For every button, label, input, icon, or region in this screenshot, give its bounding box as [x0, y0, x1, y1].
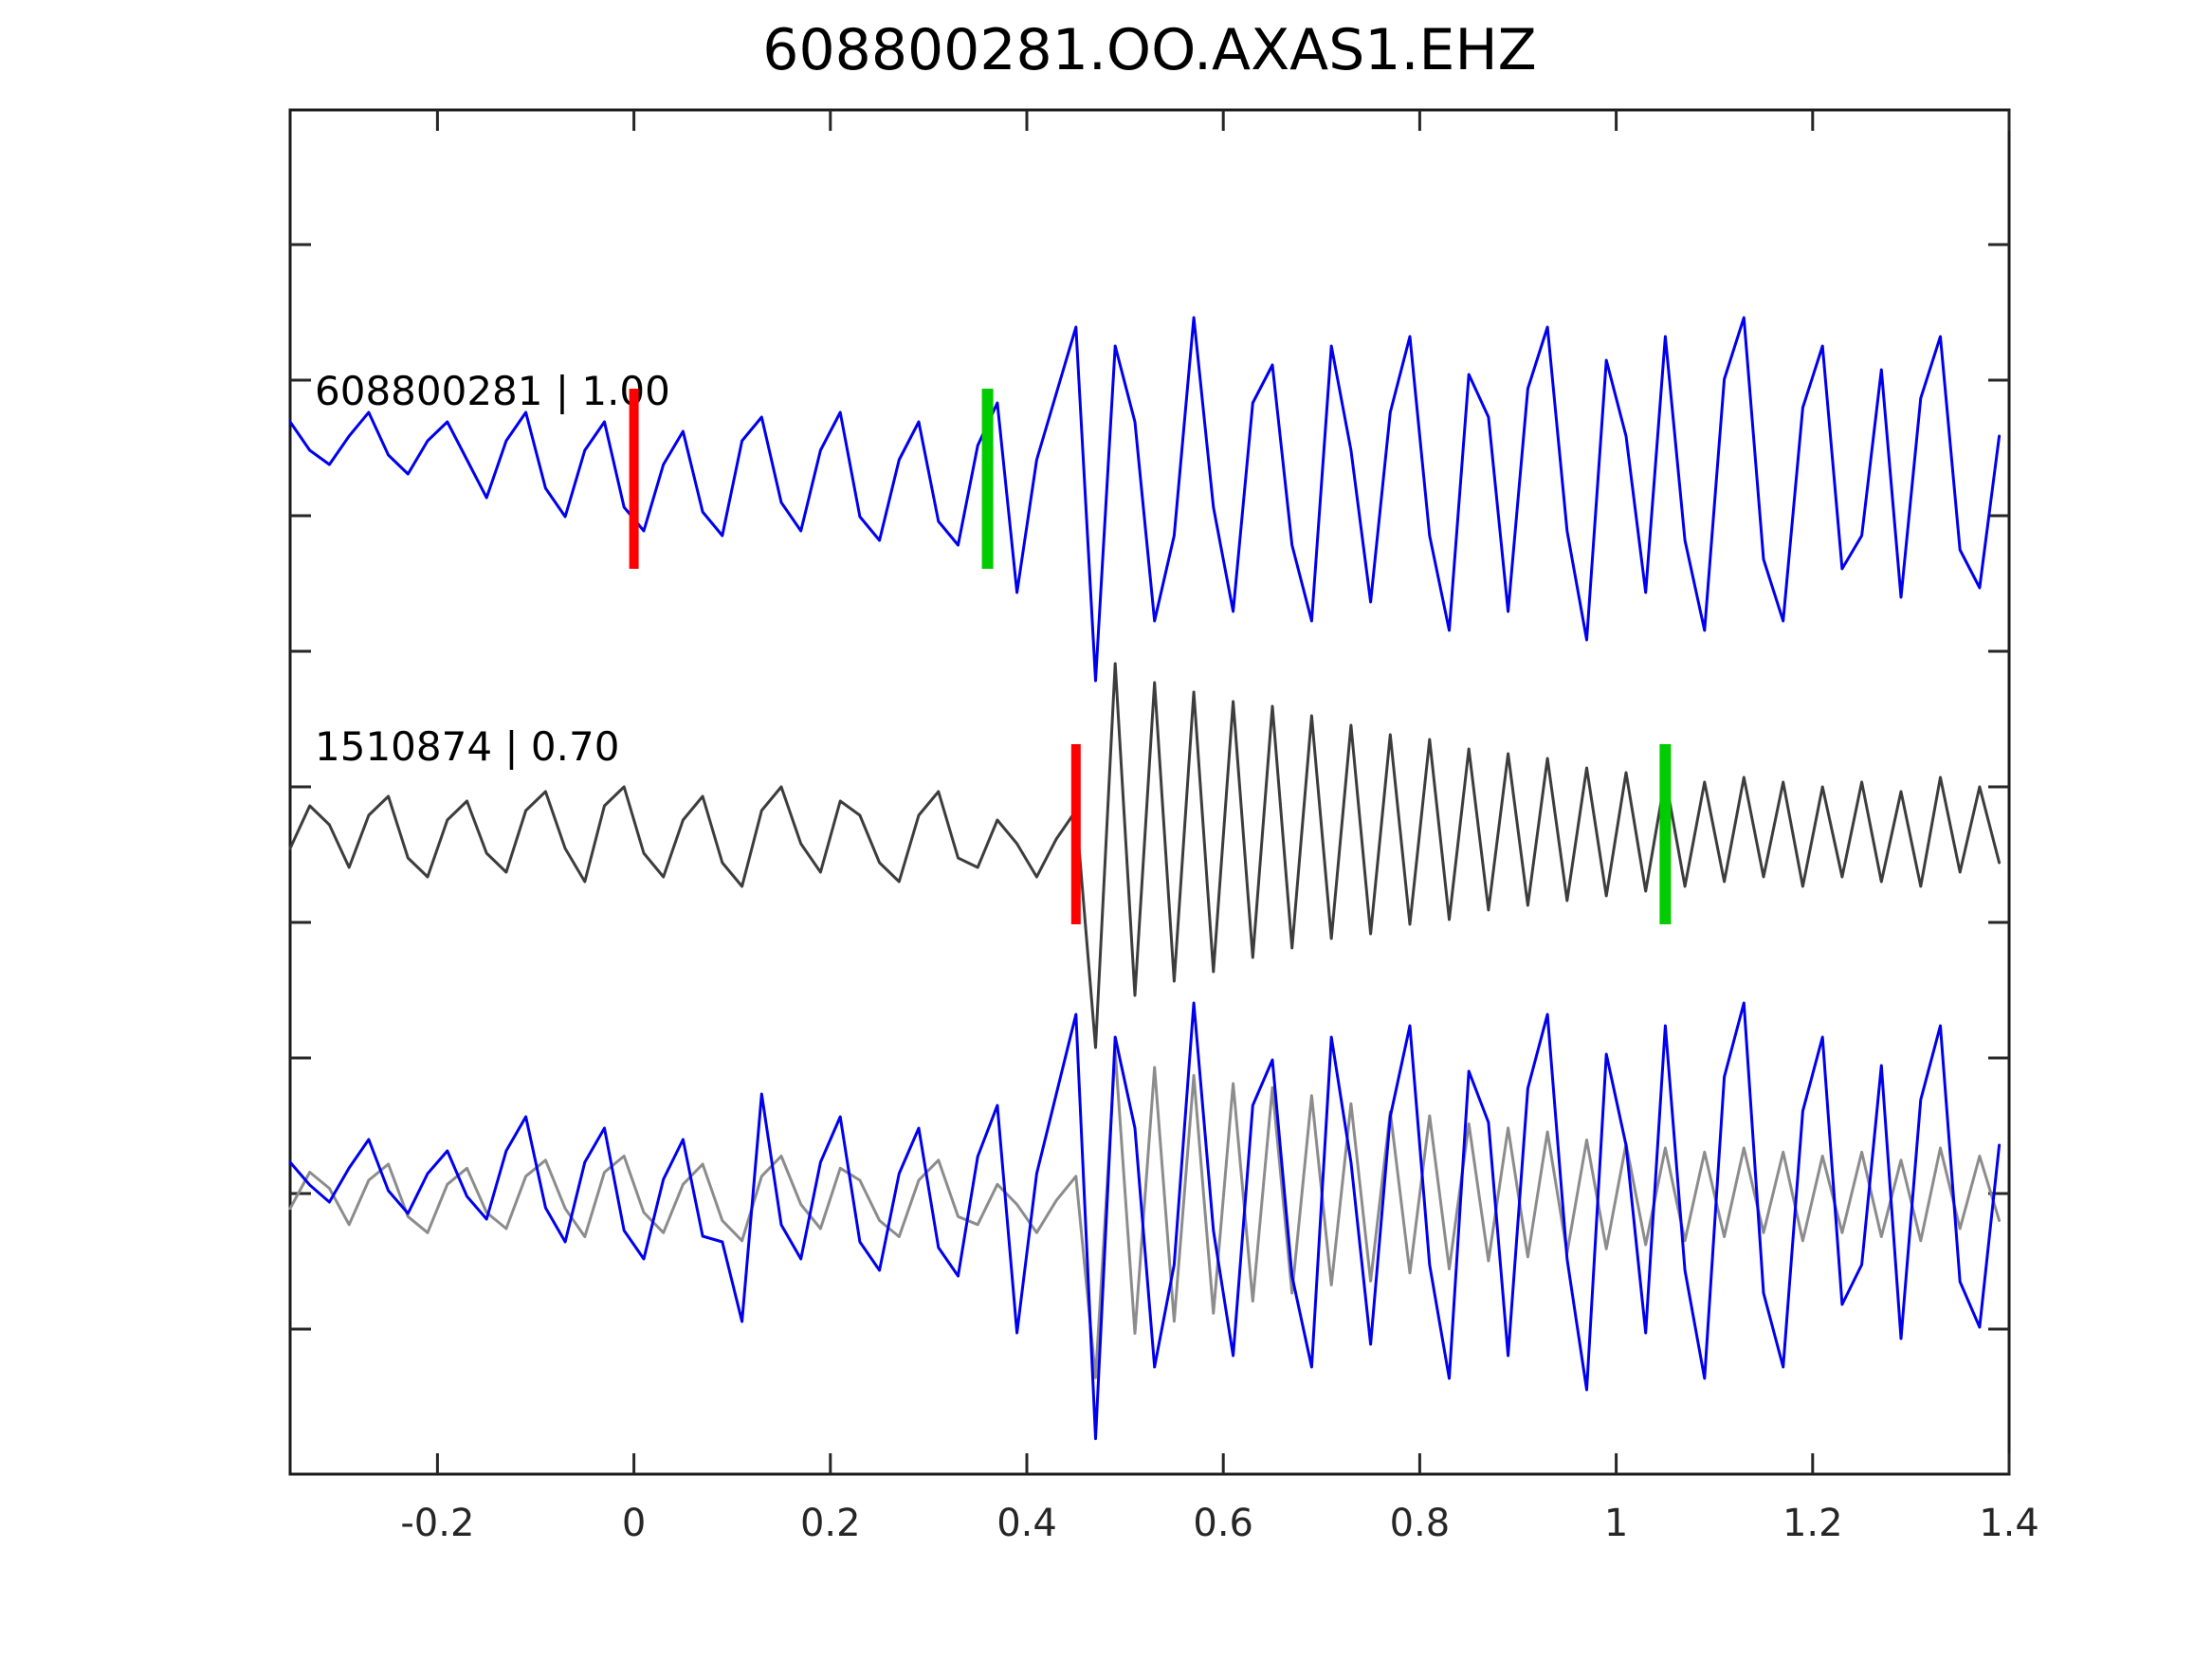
pick-red-marker — [629, 389, 639, 569]
x-tick-label: 1.4 — [1979, 1502, 2039, 1545]
x-tick-label: 0.2 — [800, 1502, 861, 1545]
x-tick-label: 0.6 — [1193, 1502, 1253, 1545]
x-tick-label: 0.8 — [1390, 1502, 1451, 1545]
x-tick-label: 0 — [622, 1502, 646, 1545]
trace-labels: 608800281 | 1.00 1510874 | 0.70 — [315, 368, 670, 770]
trace-label-detection: 608800281 | 1.00 — [315, 368, 670, 414]
x-tick-label: -0.2 — [400, 1502, 474, 1545]
pick-red-marker — [1070, 744, 1081, 924]
plot-border — [288, 108, 2011, 1476]
x-axis-tick-labels: -0.2 0 0.2 0.4 0.6 0.8 1 1.2 1.4 — [400, 1502, 2038, 1545]
x-tick-label: 0.4 — [996, 1502, 1057, 1545]
trace-label-template: 1510874 | 0.70 — [315, 723, 619, 770]
x-tick-label: 1.2 — [1782, 1502, 1843, 1545]
trace-template — [288, 662, 2002, 1049]
pick-markers — [629, 389, 1672, 924]
figure-title: 608800281.OO.AXAS1.EHZ — [762, 17, 1537, 83]
trace-detection — [288, 316, 2002, 683]
trace-overlay-detection — [288, 1001, 2002, 1441]
pick-green-marker — [1659, 744, 1672, 924]
trace-overlay-template — [288, 1049, 2002, 1379]
pick-green-marker — [981, 389, 994, 569]
x-tick-label: 1 — [1604, 1502, 1628, 1545]
trace-lines — [288, 316, 2002, 1441]
axis-ticks — [290, 110, 2011, 1474]
